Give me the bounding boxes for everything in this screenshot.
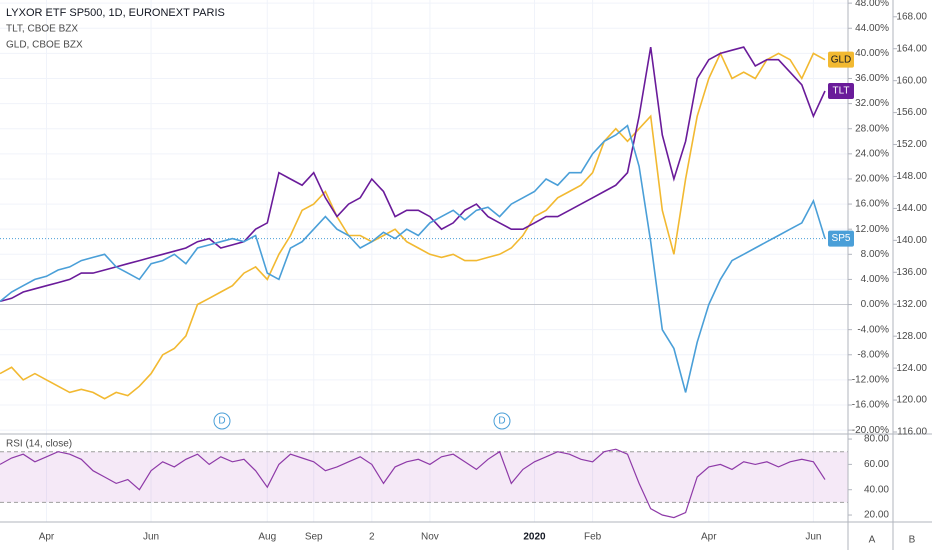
x-tick-label: 2 bbox=[369, 532, 375, 543]
x-tick-label: Feb bbox=[584, 532, 602, 543]
rsi-label: RSI (14, close) bbox=[6, 439, 72, 450]
x-tick-label: Jun bbox=[143, 532, 159, 543]
y-tick-label: 36.00% bbox=[855, 73, 889, 84]
scale-button[interactable]: A bbox=[869, 535, 876, 546]
grid bbox=[0, 0, 848, 522]
y-tick-label: 16.00% bbox=[855, 199, 889, 210]
rsi-line bbox=[0, 448, 826, 519]
y2-tick-label: 124.00 bbox=[896, 363, 927, 374]
y-tick-label: 48.00% bbox=[855, 0, 889, 9]
series-tag-label: TLT bbox=[832, 86, 849, 97]
y2-tick-label: 156.00 bbox=[896, 107, 927, 118]
compare-label: GLD, CBOE BZX bbox=[6, 40, 83, 51]
y-tick-label: 24.00% bbox=[855, 148, 889, 159]
series-line bbox=[0, 46, 826, 303]
y2-tick-label: 128.00 bbox=[896, 331, 927, 342]
x-tick-label: Aug bbox=[258, 532, 276, 543]
x-tick-label: Apr bbox=[39, 532, 55, 543]
y2-tick-label: 120.00 bbox=[896, 395, 927, 406]
series-line bbox=[0, 124, 826, 393]
series-tag-label: SP5 bbox=[832, 233, 851, 244]
last-value-tag bbox=[828, 83, 854, 100]
compare-label: TLT, CBOE BZX bbox=[6, 24, 78, 35]
y-tick-label: 0.00% bbox=[861, 299, 889, 310]
plot bbox=[0, 46, 848, 519]
y-tick-label: 12.00% bbox=[855, 224, 889, 235]
y2-tick-label: 164.00 bbox=[896, 43, 927, 54]
rsi-tick-label: 60.00 bbox=[864, 459, 889, 470]
y-tick-label: 4.00% bbox=[861, 274, 889, 285]
y2-tick-label: 152.00 bbox=[896, 139, 927, 150]
y-tick-label: 8.00% bbox=[861, 249, 889, 260]
last-value-tag bbox=[828, 51, 854, 68]
y2-tick-label: 144.00 bbox=[896, 203, 927, 214]
y-tick-label: 20.00% bbox=[855, 174, 889, 185]
series-tag-label: GLD bbox=[831, 54, 852, 65]
last-value-tag bbox=[828, 230, 854, 247]
x-tick-label: Jun bbox=[805, 532, 821, 543]
y-tick-label: -8.00% bbox=[857, 349, 889, 360]
series-line bbox=[0, 51, 826, 400]
x-tick-label: Sep bbox=[305, 532, 323, 543]
x-tick-label: Apr bbox=[701, 532, 717, 543]
scale-button[interactable]: B bbox=[909, 535, 916, 546]
y-tick-label: -16.00% bbox=[852, 400, 889, 411]
y-tick-label: 44.00% bbox=[855, 23, 889, 34]
y-tick-label: -20.00% bbox=[852, 425, 889, 436]
x-tick-label: 2020 bbox=[523, 532, 546, 543]
dividend-marker bbox=[493, 412, 511, 430]
y-tick-label: -12.00% bbox=[852, 375, 889, 386]
rsi-tick-label: 40.00 bbox=[864, 484, 889, 495]
y-tick-label: -4.00% bbox=[857, 324, 889, 335]
y2-tick-label: 136.00 bbox=[896, 267, 927, 278]
dividend-marker bbox=[213, 412, 231, 430]
y2-tick-label: 168.00 bbox=[896, 11, 927, 22]
y2-tick-label: 132.00 bbox=[896, 299, 927, 310]
rsi-band bbox=[0, 451, 848, 503]
y-tick-label: 40.00% bbox=[855, 48, 889, 59]
symbol-title: LYXOR ETF SP500, 1D, EURONEXT PARIS bbox=[6, 7, 225, 19]
y-tick-label: 28.00% bbox=[855, 123, 889, 134]
y2-tick-label: 116.00 bbox=[897, 427, 927, 438]
x-tick-label: Nov bbox=[421, 532, 439, 543]
y-tick-label: 32.00% bbox=[855, 98, 889, 109]
rsi-tick-label: 80.00 bbox=[864, 434, 889, 445]
y2-tick-label: 140.00 bbox=[896, 235, 927, 246]
y2-tick-label: 160.00 bbox=[896, 75, 927, 86]
dividend-label: D bbox=[218, 416, 225, 427]
rsi-tick-label: 20.00 bbox=[864, 510, 889, 521]
y2-tick-label: 148.00 bbox=[896, 171, 927, 182]
dividend-label: D bbox=[498, 416, 505, 427]
